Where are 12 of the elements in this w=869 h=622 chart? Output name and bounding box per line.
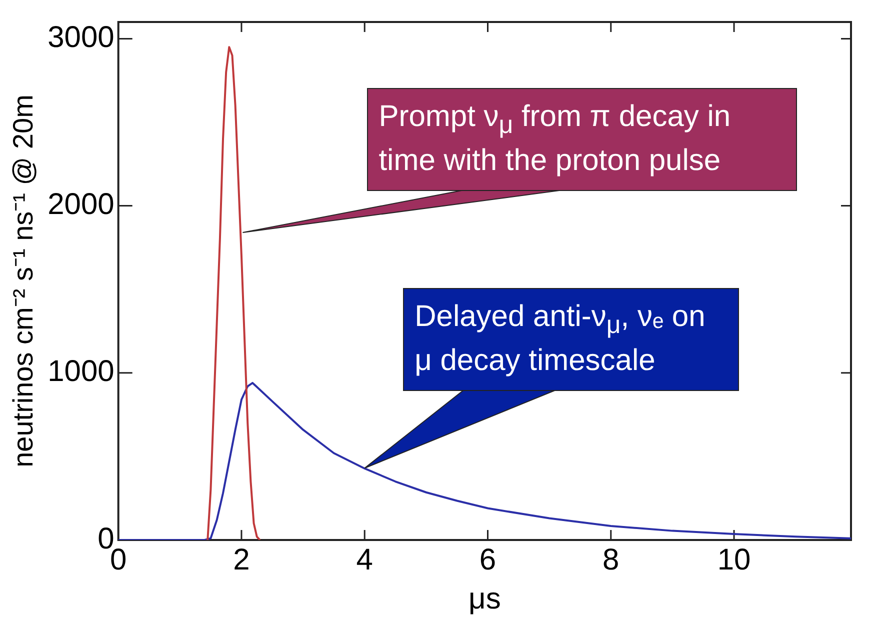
x-tick-label: 6: [479, 543, 496, 576]
x-tick-label: 10: [717, 543, 751, 576]
y-axis-title: neutrinos cm⁻² s⁻¹ ns⁻¹ @ 20m: [8, 94, 39, 468]
y-tick-label: 3000: [48, 20, 114, 54]
annotation: Delayed anti-ν$_{μ}$, νₑ on μ decay timescale: [402, 288, 739, 392]
x-axis-title: μs: [468, 582, 501, 616]
x-tick-label: 2: [233, 543, 250, 576]
y-tick-label: 1000: [48, 355, 114, 388]
x-tick-label: 8: [602, 543, 620, 576]
annotation: Prompt ν$_{μ}$ from π decay in time with the proton pulse: [366, 88, 797, 191]
y-tick-label: 2000: [48, 188, 114, 222]
x-tick-label: 4: [356, 543, 373, 576]
